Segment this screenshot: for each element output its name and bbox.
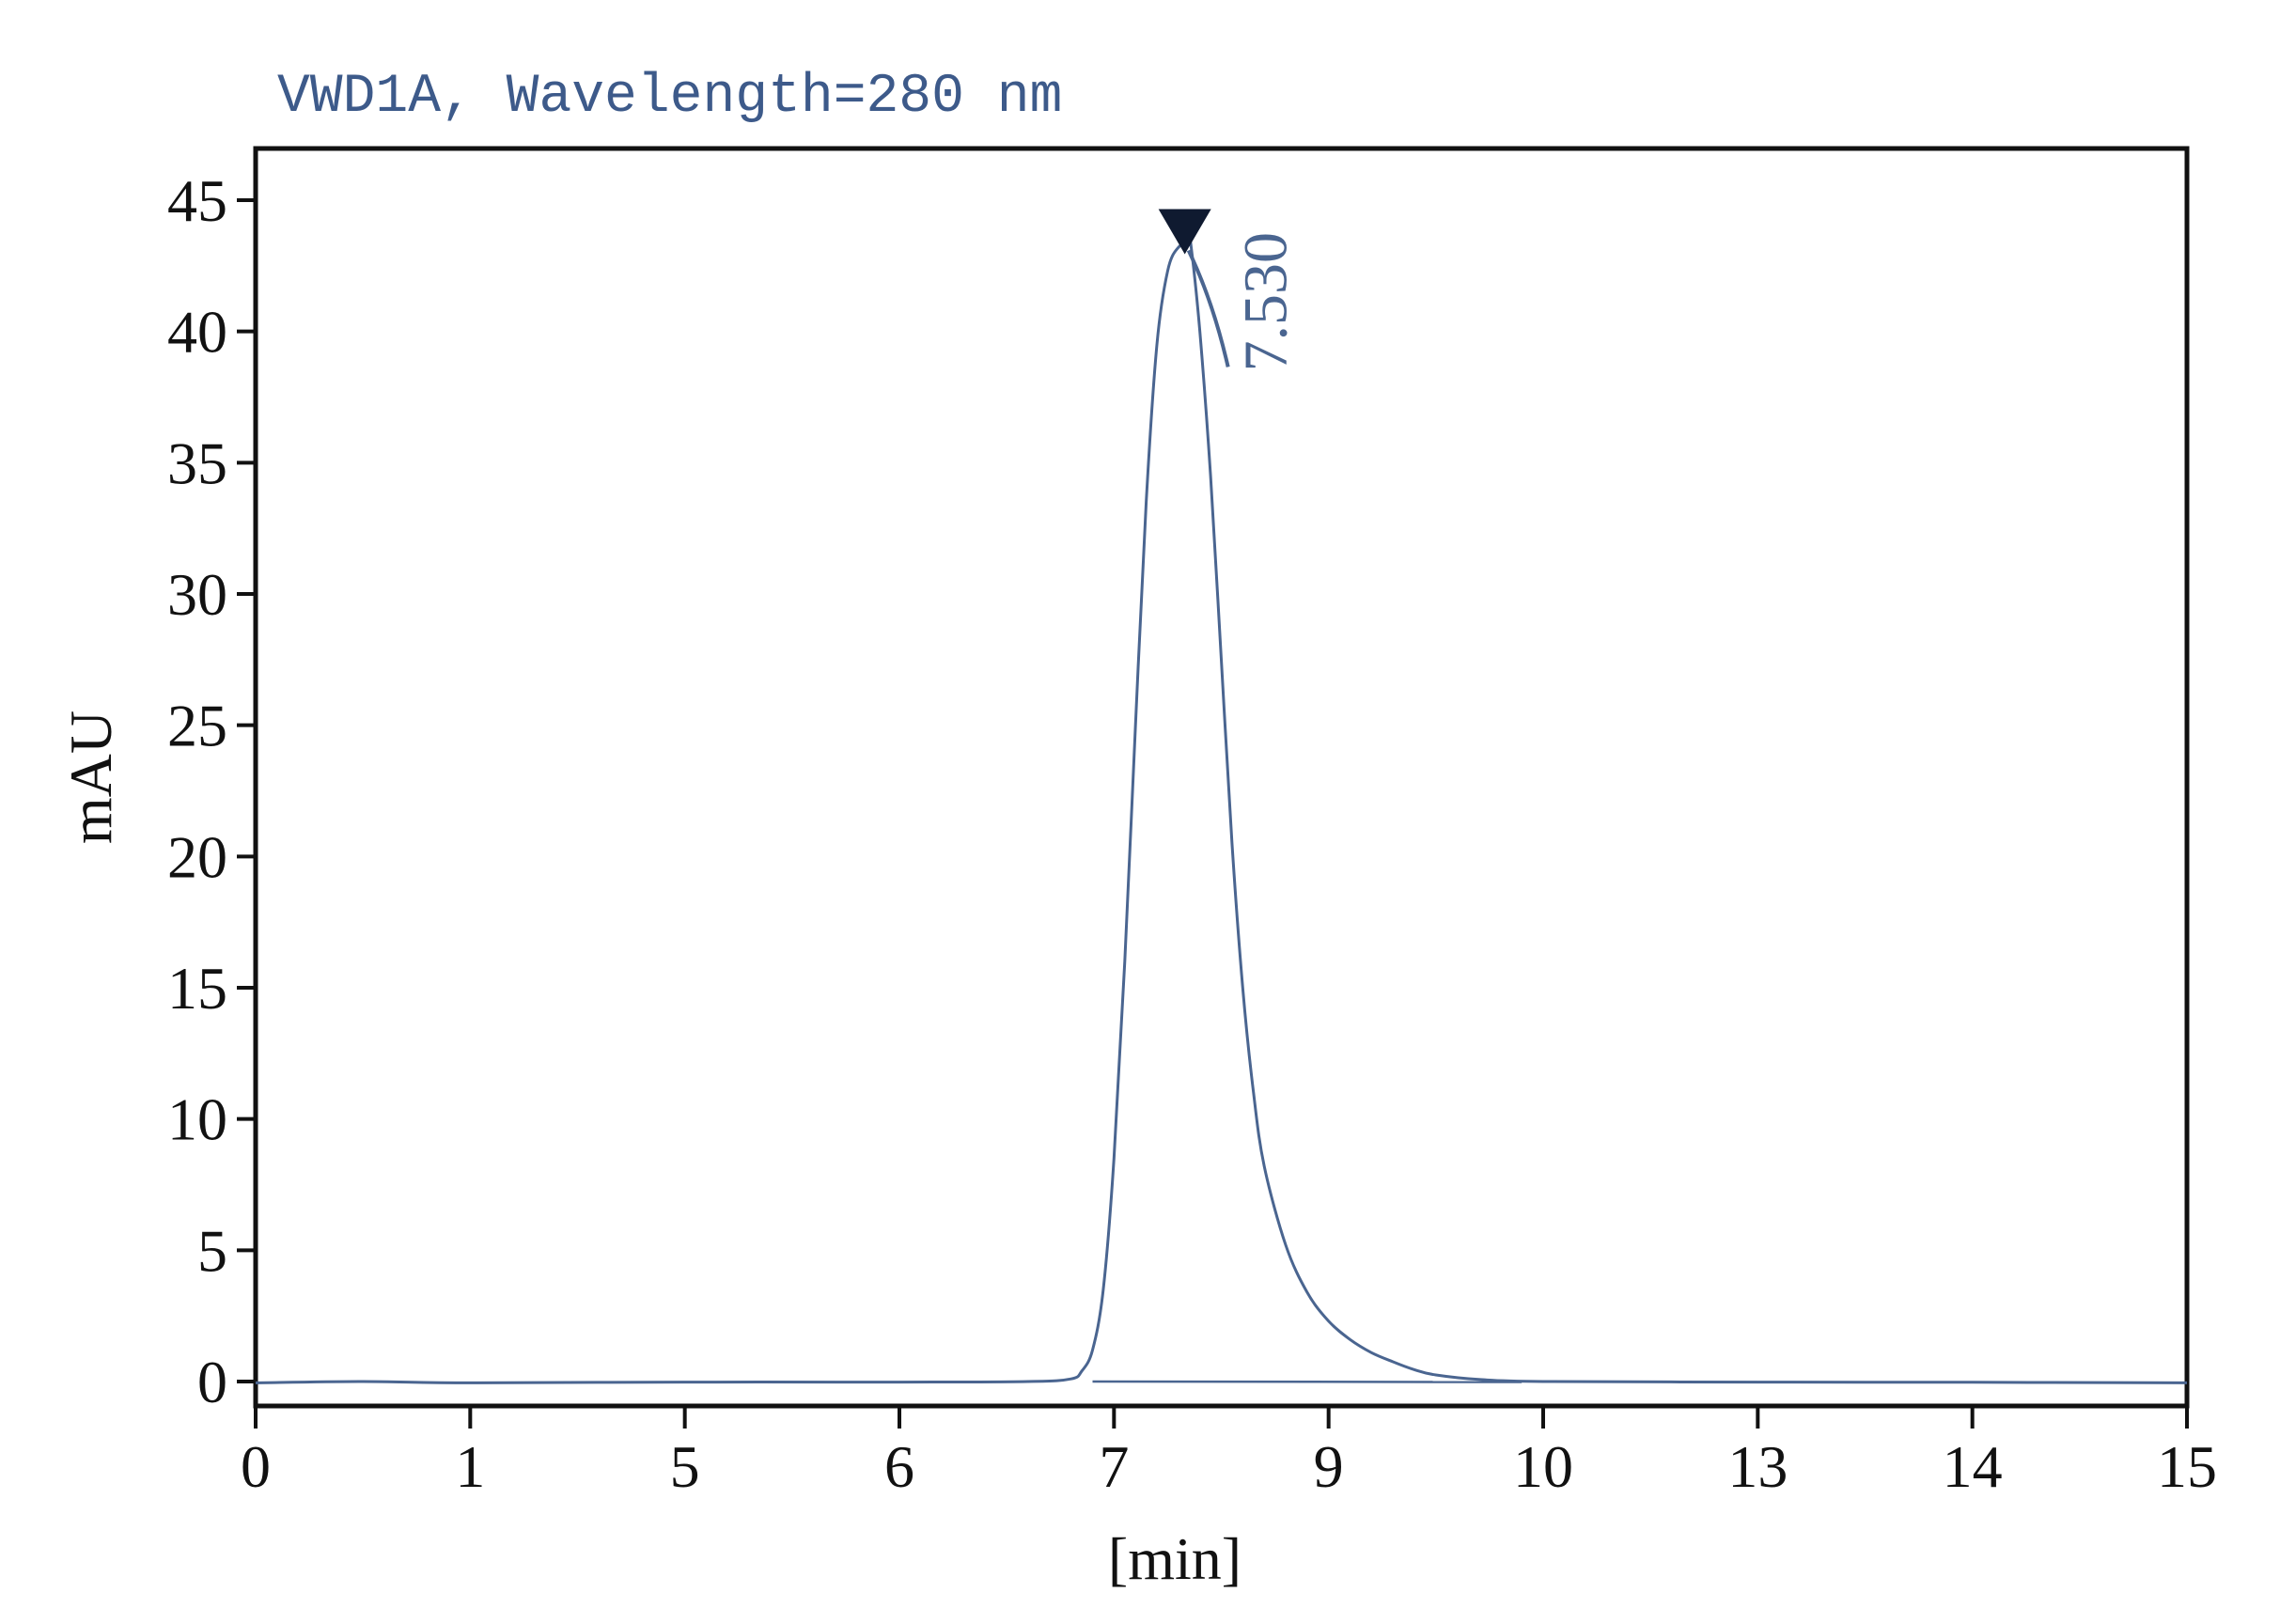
y-tick-label: 25 [167,693,227,759]
y-tick-label: 5 [197,1217,227,1284]
x-tick-label: 10 [1513,1433,1573,1500]
x-tick-label: 13 [1727,1433,1788,1500]
x-tick-label: 5 [670,1433,700,1500]
y-tick-label: 10 [167,1086,227,1153]
plot-area: 7.530 [255,209,2188,1384]
x-tick-label: 0 [241,1433,271,1500]
peak-retention-time-label: 7.530 [1232,232,1301,372]
x-tick-label: 6 [884,1433,914,1500]
y-axis-label: mAU [57,710,124,844]
x-tick-label: 15 [2157,1433,2217,1500]
peak-label-leader [1186,249,1230,367]
x-axis: 0 1 5 6 7 9 10 13 14 15 [241,1406,2217,1500]
y-tick-label: 30 [167,561,227,628]
x-tick-label: 9 [1314,1433,1344,1500]
y-axis: 0 5 10 15 20 25 30 35 40 45 [167,167,256,1415]
y-tick-label: 35 [167,429,227,496]
x-tick-label: 7 [1099,1433,1129,1500]
chart-title: VWD1A, Wavelength=280 nm [277,67,1062,128]
x-axis-label: [min] [1108,1525,1242,1592]
y-tick-label: 45 [167,167,227,234]
x-tick-label: 1 [455,1433,485,1500]
x-tick-label: 14 [1943,1433,2003,1500]
y-tick-label: 40 [167,299,227,366]
y-tick-label: 15 [167,955,227,1022]
y-tick-label: 20 [167,823,227,890]
peak-marker [1158,209,1211,255]
chromatogram-trace [255,239,2188,1384]
y-tick-label: 0 [197,1349,227,1415]
plot-frame [253,146,2190,1409]
